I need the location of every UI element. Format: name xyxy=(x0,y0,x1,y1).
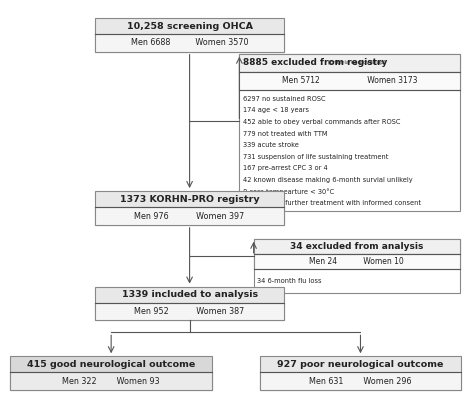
FancyBboxPatch shape xyxy=(239,54,460,72)
FancyBboxPatch shape xyxy=(260,373,461,390)
Text: 779 not treated with TTM: 779 not treated with TTM xyxy=(243,131,328,137)
Text: Men 976           Women 397: Men 976 Women 397 xyxy=(135,212,245,220)
Text: 6297 no sustained ROSC: 6297 no sustained ROSC xyxy=(243,96,326,101)
Text: Men 5712                    Women 3173: Men 5712 Women 3173 xyxy=(282,76,417,85)
FancyBboxPatch shape xyxy=(95,207,284,225)
Text: 8885 excluded from registry: 8885 excluded from registry xyxy=(243,58,388,67)
Text: Men 24           Women 10: Men 24 Women 10 xyxy=(310,257,404,266)
FancyBboxPatch shape xyxy=(95,34,284,52)
Text: 10,258 screening OHCA: 10,258 screening OHCA xyxy=(127,21,253,31)
FancyBboxPatch shape xyxy=(239,54,460,211)
FancyBboxPatch shape xyxy=(260,356,461,390)
Text: 277 refused further treatment with informed consent: 277 refused further treatment with infor… xyxy=(243,200,421,206)
FancyBboxPatch shape xyxy=(239,72,460,90)
Text: 415 good neurological outcome: 415 good neurological outcome xyxy=(27,360,195,369)
Text: 452 able to obey verbal commands after ROSC: 452 able to obey verbal commands after R… xyxy=(243,119,401,125)
Text: 174 age < 18 years: 174 age < 18 years xyxy=(243,107,309,113)
Text: 731 suspension of life sustaining treatment: 731 suspension of life sustaining treatm… xyxy=(243,154,389,160)
FancyBboxPatch shape xyxy=(95,303,284,320)
FancyBboxPatch shape xyxy=(95,18,284,52)
Text: Men 6688          Women 3570: Men 6688 Women 3570 xyxy=(131,39,248,47)
Text: 34 6-month flu loss: 34 6-month flu loss xyxy=(257,278,322,284)
Text: 167 pre-arrest CPC 3 or 4: 167 pre-arrest CPC 3 or 4 xyxy=(243,166,328,172)
FancyBboxPatch shape xyxy=(95,191,284,225)
Text: 927 poor neurological outcome: 927 poor neurological outcome xyxy=(277,360,444,369)
Text: 1373 KORHN-PRO registry: 1373 KORHN-PRO registry xyxy=(120,195,259,204)
FancyBboxPatch shape xyxy=(254,239,460,293)
Text: 34 excluded from analysis: 34 excluded from analysis xyxy=(290,242,423,251)
FancyBboxPatch shape xyxy=(95,287,284,320)
FancyBboxPatch shape xyxy=(254,239,460,254)
Text: 42 known disease making 6-month survial unlikely: 42 known disease making 6-month survial … xyxy=(243,177,413,183)
FancyBboxPatch shape xyxy=(254,254,460,269)
FancyBboxPatch shape xyxy=(10,356,212,390)
Text: 1339 included to analysis: 1339 included to analysis xyxy=(121,290,258,299)
Text: 8 core tempearture < 30°C: 8 core tempearture < 30°C xyxy=(243,188,335,195)
Text: Men 322        Women 93: Men 322 Women 93 xyxy=(63,377,160,386)
FancyBboxPatch shape xyxy=(10,373,212,390)
Text: (criteria can overlap): (criteria can overlap) xyxy=(326,60,386,65)
Text: Men 952           Women 387: Men 952 Women 387 xyxy=(135,307,245,316)
Text: 339 acute stroke: 339 acute stroke xyxy=(243,142,299,148)
Text: Men 631        Women 296: Men 631 Women 296 xyxy=(309,377,412,386)
